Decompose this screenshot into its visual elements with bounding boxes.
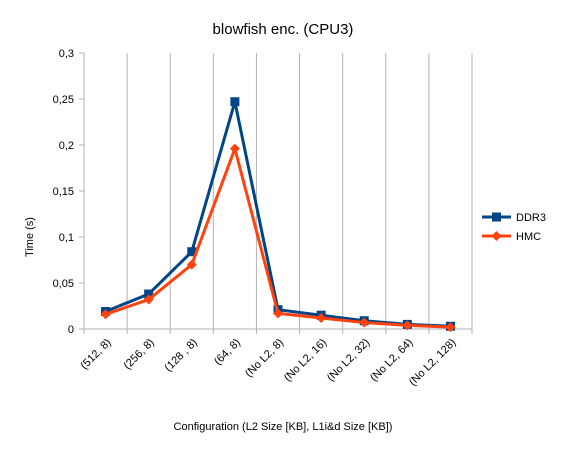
data-point [100,309,111,320]
y-tick-label: 0,3 [59,48,74,60]
series [100,97,456,333]
x-tick-label: (128 , 8) [162,337,199,374]
y-tick-labels: 0 0,05 0,1 0,15 0,2 0,25 0,3 [53,48,74,336]
x-tick-label: (512, 8) [78,337,113,372]
legend-marker [491,231,502,241]
series-line [105,147,451,329]
data-point [144,289,154,299]
x-tick-label: (No L2, 64) [368,337,415,384]
x-tick-label: (64, 8) [212,337,243,368]
x-tick-label: (No L2, 8) [243,337,286,380]
x-tick-label: (No L2, 32) [325,337,372,384]
chart-title: blowfish enc. (CPU3) [213,21,354,38]
data-point [402,320,413,331]
y-tick-label: 0,1 [59,232,74,244]
x-tick-label: (256, 8) [121,337,156,372]
data-point [445,322,456,333]
data-point [187,247,197,257]
x-tick-label: (No L2, 16) [282,337,329,384]
legend-label: HMC [516,231,541,243]
data-point [273,308,283,319]
legend-label: DDR3 [516,212,546,224]
x-axis-label: Configuration (L2 Size [KB], L1i&d Size … [174,421,393,433]
series-hmc [100,143,456,333]
y-axis-label: Time (s) [24,217,36,257]
y-tick-label: 0,15 [53,186,74,198]
y-tick-label: 0 [68,324,74,336]
y-tick-label: 0,2 [59,140,74,152]
legend-marker [492,212,501,222]
data-point [229,143,240,154]
y-tick-label: 0,05 [53,278,74,290]
x-tick-labels: (512, 8) (256, 8) (128 , 8) (64, 8) (No L2, … [78,337,458,389]
legend-item-ddr3: DDR3 [482,212,546,224]
data-point [316,312,327,323]
data-point [186,259,197,270]
grid [126,53,473,329]
legend: DDR3 HMC [482,212,546,243]
data-point [143,294,154,305]
y-tick-label: 0,25 [53,94,74,106]
legend-item-hmc: HMC [482,231,541,243]
data-point [230,97,240,107]
data-point [359,317,370,328]
